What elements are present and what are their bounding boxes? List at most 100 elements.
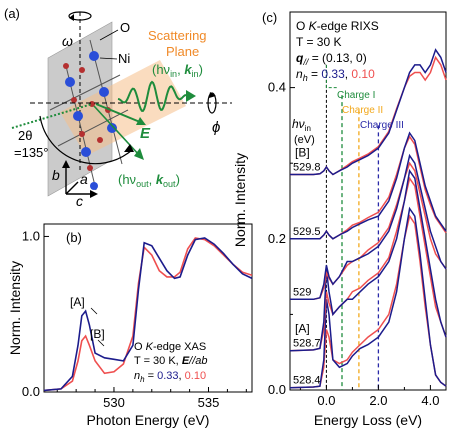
- o-atom: [87, 165, 93, 171]
- scattering-plane-line1: Scattering: [148, 28, 207, 43]
- rixs-spectrum-labels: 528.4 528.7 [A] 529 529.5 529.8 [B]: [293, 146, 321, 387]
- panel-a-schematic: (a) ω: [4, 6, 232, 209]
- two-theta-arrowhead: [124, 144, 134, 152]
- panel-c-rixs-chart: (c) 0.0 2.0 4.0 0.0 0.2 0.4 528.4 528.7 [A] 529…: [232, 10, 447, 428]
- rixs-hv-unit: (eV): [294, 134, 315, 146]
- rixs-spectrum-blue: [290, 131, 447, 240]
- polarization-arrowhead: [136, 117, 146, 125]
- xas-annotation-b: [B]: [90, 327, 105, 341]
- ni-label: Ni: [118, 51, 130, 66]
- phi-rotation-arrow: [207, 92, 217, 114]
- b-axis-label: b: [52, 167, 60, 183]
- xas-x-tick-label: 530: [103, 395, 125, 410]
- rixs-y-axis-label: Norm. Intensity: [232, 153, 248, 247]
- rixs-spectrum-label: 528.7: [293, 338, 321, 350]
- rixs-spectrum-ref-label: [A]: [295, 322, 310, 336]
- charge-2-label: Charge II: [342, 105, 383, 116]
- omega-rotation-arrow: [68, 11, 92, 21]
- rixs-spectrum-blue: [290, 48, 447, 176]
- omega-label: ω: [62, 33, 73, 49]
- xas-plot-frame: [43, 223, 253, 393]
- phi-label: ϕ: [212, 119, 220, 136]
- rixs-plot-frame: [289, 11, 447, 391]
- scattering-plane-line2: Plane: [166, 44, 199, 59]
- rixs-y-tick-label: 0.0: [268, 382, 286, 397]
- xas-annotation-a-leader: [90, 307, 98, 315]
- rixs-spectrum-blue: [290, 153, 447, 301]
- rixs-legend-line3: q// = (0.13, 0): [296, 51, 367, 67]
- rixs-legend-value-0.10: 0.10: [351, 67, 375, 81]
- o-atom: [63, 63, 69, 69]
- charge-1-label: Charge I: [337, 90, 375, 101]
- rixs-spectrum-red: [289, 214, 447, 389]
- b-axis-arrowhead: [62, 160, 70, 168]
- xas-annotation-b-leader: [97, 339, 105, 347]
- rixs-spectra: [289, 48, 447, 389]
- xas-legend-line3: nh = 0.33, 0.10: [134, 370, 206, 384]
- panel-b-label: (b): [66, 230, 82, 245]
- polarization-arrow: [95, 103, 141, 123]
- xas-x-axis-label: Photon Energy (eV): [87, 412, 210, 428]
- angle-label: =135°: [14, 145, 48, 160]
- polarization-label: E: [140, 125, 151, 142]
- xas-series: [43, 237, 253, 392]
- ni-atom: [90, 182, 98, 190]
- atom-chain: [49, 39, 129, 191]
- two-theta-arc: [39, 115, 133, 165]
- xas-y-tick-label: 1.0: [22, 228, 40, 243]
- xas-legend-value-0.33: 0.33: [157, 370, 178, 382]
- o-atom: [79, 131, 85, 137]
- ni-atom: [65, 77, 75, 87]
- ni-atom: [81, 147, 91, 157]
- o-leader: [99, 29, 119, 41]
- xas-legend-line1: O K-edge XAS: [134, 341, 206, 353]
- rixs-spectrum-label: 529.8: [293, 162, 321, 174]
- rixs-x-tick-label: 2.0: [369, 393, 387, 408]
- ni-leader: [99, 57, 118, 60]
- rixs-spectrum-red: [290, 161, 447, 301]
- rixs-legend-line2: T = 30 K: [296, 35, 341, 49]
- xas-legend-line2: T = 30 K, E//ab: [134, 355, 208, 367]
- ni-atom: [89, 51, 99, 61]
- charge-3-label: Charge III: [360, 120, 404, 131]
- xas-annotation-a: [A]: [70, 295, 85, 309]
- a-axis-label: a: [80, 171, 88, 187]
- o-atom: [79, 67, 85, 73]
- rixs-spectrum-blue: [289, 206, 447, 389]
- rixs-hv-label: hνin: [292, 117, 311, 133]
- o-atom: [97, 137, 103, 143]
- rixs-legend-line1: O K-edge RIXS: [296, 19, 379, 33]
- rixs-spectrum-ref-label: [B]: [295, 146, 310, 160]
- xas-series-line: [43, 237, 253, 392]
- xas-y-ticks: 0.0 1.0: [22, 228, 49, 399]
- xas-series-line: [43, 237, 253, 392]
- o-atom: [71, 97, 77, 103]
- outgoing-label: (hνout, kout): [118, 172, 180, 189]
- phi-arrowhead: [209, 92, 216, 98]
- xas-x-tick-label: 535: [198, 395, 220, 410]
- omega-arrowhead: [69, 14, 74, 21]
- rixs-x-axis-label: Energy Loss (eV): [314, 412, 422, 428]
- xas-legend-value-0.10: 0.10: [185, 370, 206, 382]
- wave-arrowhead: [186, 90, 196, 102]
- charge-1-leader: [325, 64, 337, 89]
- rixs-spectrum-label: 529: [293, 286, 311, 298]
- incident-beam-line: [11, 103, 93, 129]
- rixs-x-tick-label: 4.0: [421, 393, 439, 408]
- incoming-label: (hνin, kin): [152, 62, 203, 79]
- xas-y-tick-label: 0.0: [22, 384, 40, 399]
- rixs-spectrum-red: [289, 176, 447, 352]
- ni-atom: [73, 111, 83, 121]
- rixs-y-tick-label: 0.2: [268, 231, 286, 246]
- panel-b-xas-chart: (b) 530 535 0.0 1.0 Photon Energy (eV) Nor…: [7, 223, 253, 428]
- ni-atom: [107, 123, 117, 133]
- outgoing-beam-line: [93, 105, 141, 157]
- rixs-y-tick-label: 0.4: [268, 80, 286, 95]
- xas-x-ticks: 530 535: [56, 387, 247, 410]
- rixs-spectrum-label: 528.4: [293, 375, 321, 387]
- rixs-legend-line4: nh = 0.33, 0.10: [296, 67, 375, 83]
- rixs-spectrum-label: 529.5: [293, 226, 321, 238]
- rixs-x-ticks: 0.0 2.0 4.0: [299, 385, 439, 408]
- outgoing-arrowhead: [134, 148, 144, 160]
